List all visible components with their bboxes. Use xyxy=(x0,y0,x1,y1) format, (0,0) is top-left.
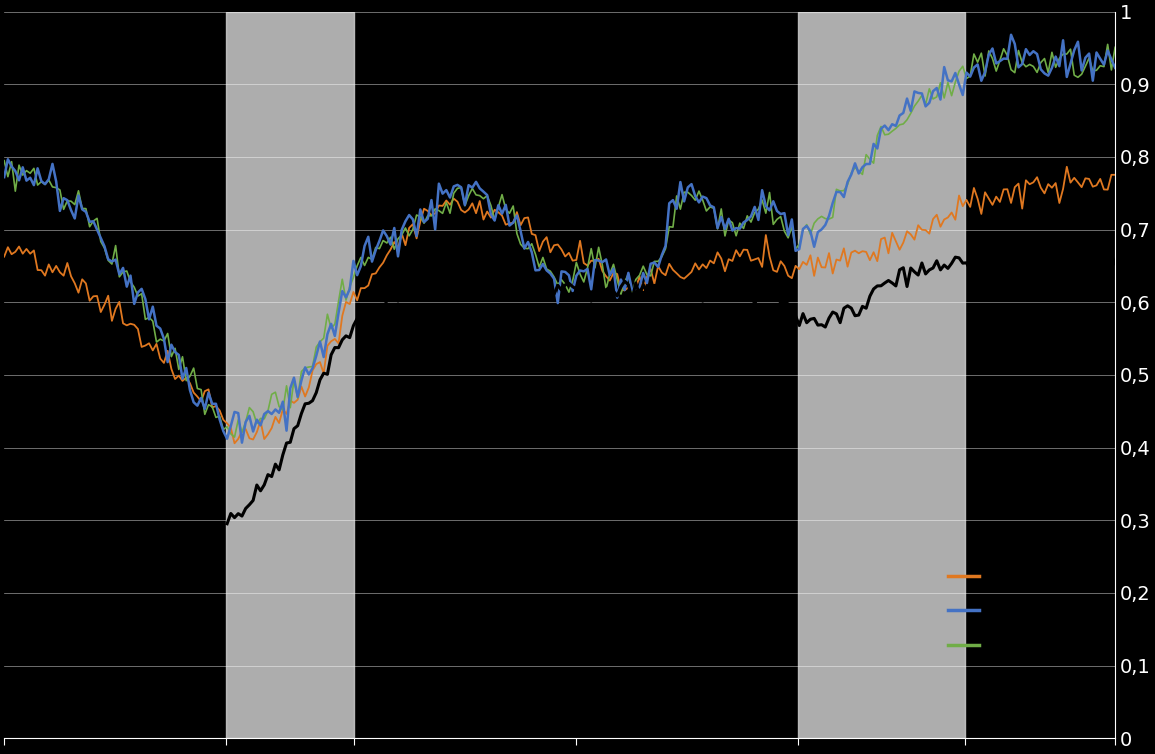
Bar xyxy=(226,11,355,738)
Legend: , , : , , xyxy=(942,564,991,659)
Bar xyxy=(798,11,966,738)
